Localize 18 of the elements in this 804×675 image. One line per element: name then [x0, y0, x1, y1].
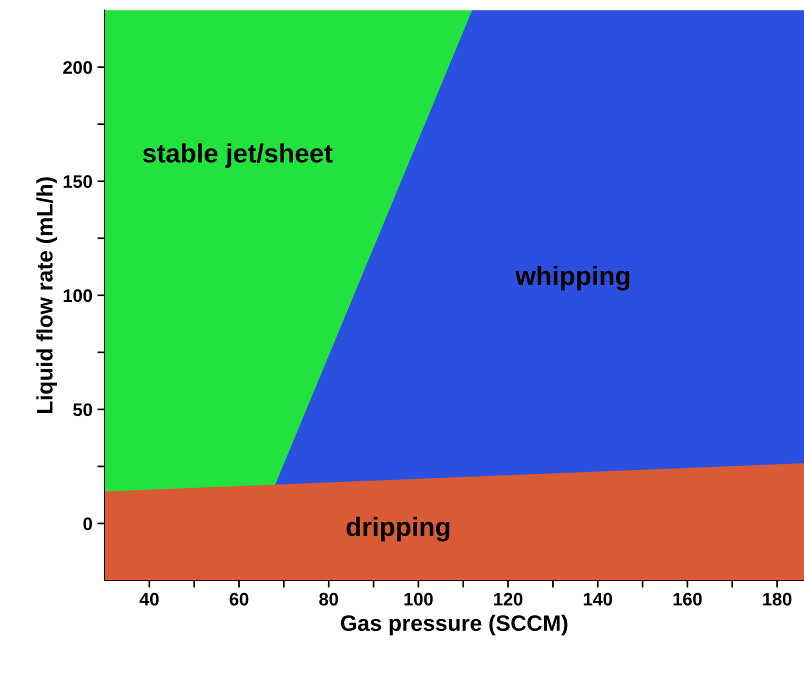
x-tick-label: 160 [673, 592, 702, 606]
x-tick-label: 100 [404, 592, 433, 606]
x-tick-label: 120 [494, 592, 522, 606]
x-tick-label: 80 [319, 592, 338, 606]
annotation: stable jet/sheet [143, 143, 332, 168]
x-axis-title: Gas pressure (SCCM) [340, 614, 568, 636]
y-tick-label: 50 [73, 403, 92, 416]
annotation: whipping [515, 266, 630, 291]
y-tick-label: 150 [64, 175, 92, 188]
y-tick-label: 200 [63, 61, 92, 74]
x-tick-label: 140 [584, 592, 612, 606]
y-axis-title: Liquid flow rate (mL/h) [36, 177, 58, 413]
annotation: dripping [346, 516, 450, 542]
y-tick-label: 100 [64, 289, 92, 302]
x-tick-label: 180 [763, 592, 792, 606]
x-tick-label: 60 [230, 592, 248, 606]
y-tick-label: 0 [83, 517, 92, 530]
x-tick-label: 40 [140, 592, 159, 606]
